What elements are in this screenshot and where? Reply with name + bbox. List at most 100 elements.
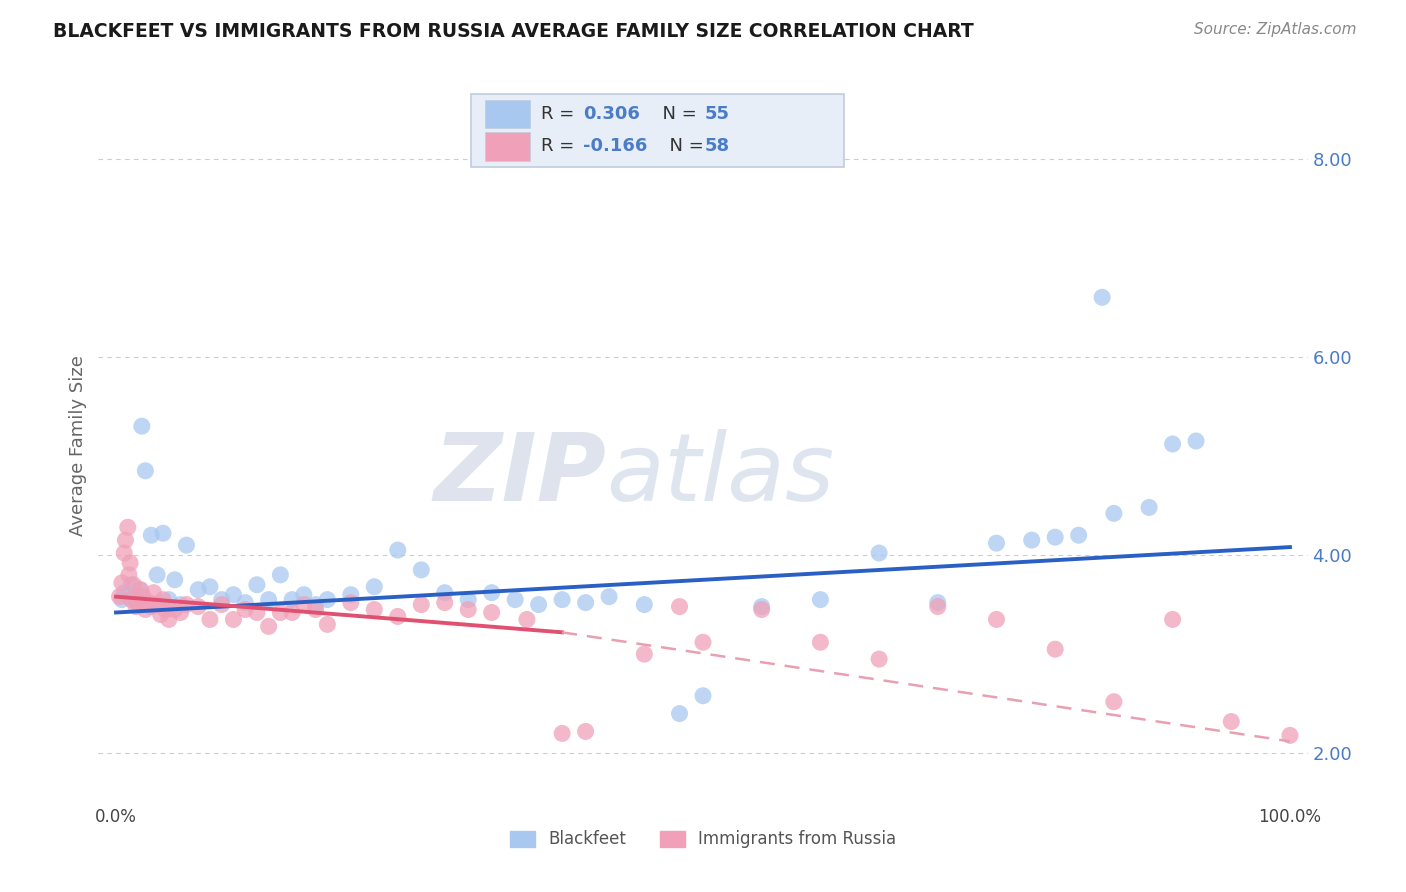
Point	[292, 588, 315, 602]
Point	[1161, 612, 1184, 626]
Point	[575, 596, 598, 610]
Point	[292, 598, 315, 612]
Point	[411, 598, 433, 612]
Point	[128, 582, 150, 597]
Point	[668, 706, 690, 721]
Point	[1067, 528, 1090, 542]
Point	[986, 612, 1008, 626]
Point	[516, 612, 538, 626]
Point	[141, 528, 163, 542]
Point	[692, 689, 714, 703]
Point	[340, 596, 363, 610]
Point	[163, 602, 186, 616]
Point	[211, 592, 233, 607]
Point	[176, 538, 198, 552]
Point	[129, 582, 152, 597]
Point	[127, 596, 149, 610]
Text: R =: R =	[541, 105, 581, 123]
Point	[152, 526, 174, 541]
Point	[187, 599, 209, 614]
Point	[233, 602, 256, 616]
Point	[281, 592, 304, 607]
Point	[927, 599, 949, 614]
Point	[269, 606, 291, 620]
Point	[1278, 728, 1301, 742]
Point	[222, 588, 245, 602]
Point	[169, 598, 191, 612]
Point	[108, 590, 131, 604]
Point	[868, 546, 890, 560]
Point	[152, 592, 174, 607]
Point	[304, 602, 326, 616]
Point	[111, 575, 134, 590]
Point	[134, 602, 156, 616]
Point	[134, 464, 156, 478]
Point	[112, 546, 135, 560]
Point	[257, 592, 280, 607]
Point	[551, 726, 574, 740]
Point	[269, 567, 291, 582]
Point	[481, 585, 503, 599]
Point	[481, 606, 503, 620]
Point	[132, 590, 155, 604]
Point	[433, 596, 456, 610]
Point	[340, 588, 363, 602]
Point	[127, 596, 149, 610]
Point	[122, 578, 145, 592]
Point	[281, 606, 304, 620]
Point	[146, 598, 169, 612]
Point	[411, 563, 433, 577]
Text: N =: N =	[658, 137, 710, 155]
Text: N =: N =	[651, 105, 703, 123]
Point	[316, 617, 339, 632]
Point	[1043, 642, 1066, 657]
Point	[316, 592, 339, 607]
Text: atlas: atlas	[606, 429, 835, 520]
Point	[868, 652, 890, 666]
Point	[114, 533, 136, 548]
Point	[138, 596, 160, 610]
Point	[457, 602, 479, 616]
Point	[222, 612, 245, 626]
Point	[117, 590, 139, 604]
Point	[668, 599, 690, 614]
Point	[304, 598, 326, 612]
Point	[176, 598, 198, 612]
Point	[246, 606, 269, 620]
Point	[157, 612, 180, 626]
Point	[146, 567, 169, 582]
Point	[387, 609, 409, 624]
Point	[187, 582, 209, 597]
Point	[117, 520, 139, 534]
Point	[157, 592, 180, 607]
Point	[363, 580, 385, 594]
Point	[149, 607, 172, 622]
Point	[363, 602, 385, 616]
Point	[1137, 500, 1160, 515]
Point	[155, 602, 177, 616]
Point	[598, 590, 620, 604]
Point	[808, 635, 831, 649]
Text: Source: ZipAtlas.com: Source: ZipAtlas.com	[1194, 22, 1357, 37]
Text: BLACKFEET VS IMMIGRANTS FROM RUSSIA AVERAGE FAMILY SIZE CORRELATION CHART: BLACKFEET VS IMMIGRANTS FROM RUSSIA AVER…	[53, 22, 974, 41]
Point	[1102, 695, 1125, 709]
Point	[433, 585, 456, 599]
Text: 58: 58	[704, 137, 730, 155]
Point	[246, 578, 269, 592]
Point	[751, 599, 773, 614]
Point	[120, 578, 142, 592]
Point	[1102, 507, 1125, 521]
Point	[163, 573, 186, 587]
Point	[692, 635, 714, 649]
Point	[387, 543, 409, 558]
Point	[633, 598, 655, 612]
Point	[120, 556, 142, 570]
Point	[633, 647, 655, 661]
Point	[141, 599, 163, 614]
Legend: Blackfeet, Immigrants from Russia: Blackfeet, Immigrants from Russia	[503, 824, 903, 855]
Point	[111, 592, 134, 607]
Point	[125, 599, 148, 614]
Text: R =: R =	[541, 137, 581, 155]
Point	[131, 419, 153, 434]
Point	[198, 612, 221, 626]
